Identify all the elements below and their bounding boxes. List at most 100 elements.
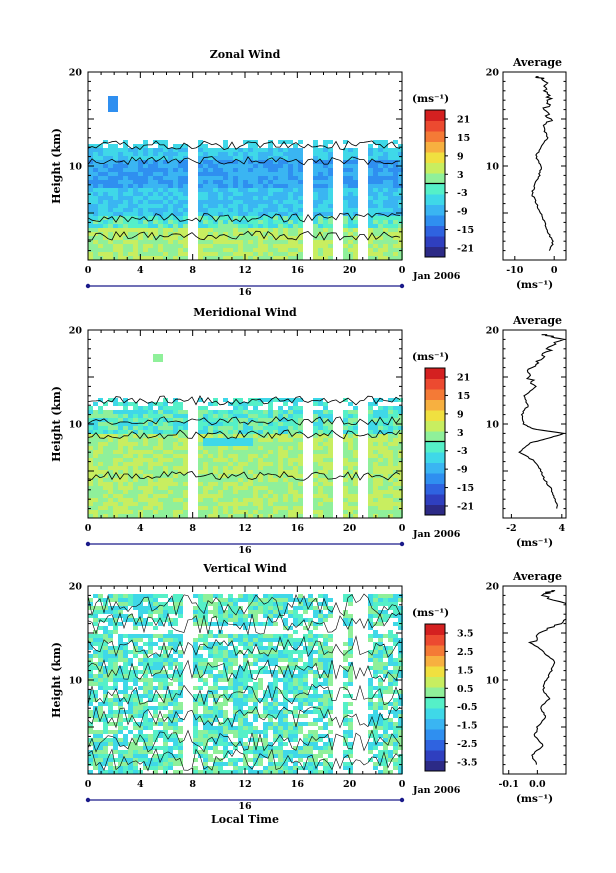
heatmap-cell bbox=[173, 402, 178, 406]
heatmap-cell bbox=[148, 694, 153, 698]
heatmap-cell bbox=[203, 486, 208, 490]
heatmap-cell bbox=[128, 240, 133, 244]
average-title: Average bbox=[512, 56, 562, 69]
heatmap-cell bbox=[323, 490, 328, 494]
heatmap-cell bbox=[93, 434, 98, 438]
heatmap-cell bbox=[263, 220, 268, 224]
heatmap-cell bbox=[183, 240, 188, 244]
colorbar-swatch bbox=[425, 389, 445, 400]
heatmap-cell bbox=[243, 446, 248, 450]
heatmap-cell bbox=[183, 168, 188, 172]
heatmap-cell bbox=[273, 160, 278, 164]
heatmap-cell bbox=[128, 454, 133, 458]
heatmap-cell bbox=[183, 256, 188, 260]
heatmap-cell bbox=[393, 232, 398, 236]
heatmap-cell bbox=[203, 726, 208, 730]
heatmap-cell bbox=[373, 216, 378, 220]
heatmap-cell bbox=[348, 454, 353, 458]
heatmap-cell bbox=[138, 180, 143, 184]
heatmap-cell bbox=[263, 482, 268, 486]
heatmap-cell bbox=[393, 594, 398, 598]
heatmap-cell bbox=[398, 196, 403, 200]
heatmap-cell bbox=[238, 414, 243, 418]
heatmap-cell bbox=[143, 650, 148, 654]
heatmap-cell bbox=[138, 236, 143, 240]
heatmap-cell bbox=[123, 474, 128, 478]
heatmap-cell bbox=[113, 618, 118, 622]
heatmap-cell bbox=[293, 228, 298, 232]
heatmap-cell bbox=[308, 662, 313, 666]
heatmap-cell bbox=[298, 690, 303, 694]
heatmap-cell bbox=[348, 486, 353, 490]
heatmap-cell bbox=[243, 694, 248, 698]
heatmap-cell bbox=[178, 450, 183, 454]
heatmap-cell bbox=[283, 722, 288, 726]
heatmap-cell bbox=[203, 710, 208, 714]
heatmap-cell bbox=[218, 702, 223, 706]
heatmap-cell bbox=[173, 662, 178, 666]
heatmap-cell bbox=[243, 722, 248, 726]
heatmap-cell bbox=[353, 410, 358, 414]
heatmap-cell bbox=[128, 418, 133, 422]
heatmap-cell bbox=[258, 474, 263, 478]
heatmap-cell bbox=[323, 662, 328, 666]
heatmap-cell bbox=[158, 204, 163, 208]
heatmap-cell bbox=[353, 498, 358, 502]
heatmap-cell bbox=[178, 220, 183, 224]
heatmap-cell bbox=[393, 410, 398, 414]
heatmap-cell bbox=[233, 188, 238, 192]
heatmap-cell bbox=[113, 232, 118, 236]
heatmap-cell bbox=[108, 678, 113, 682]
heatmap-cell bbox=[108, 646, 113, 650]
heatmap-cell bbox=[378, 256, 383, 260]
heatmap-cell bbox=[213, 164, 218, 168]
heatmap-cell bbox=[228, 160, 233, 164]
heatmap-cell bbox=[303, 634, 308, 638]
heatmap-cell bbox=[348, 450, 353, 454]
heatmap-cell bbox=[193, 666, 198, 670]
heatmap-cell bbox=[288, 610, 293, 614]
heatmap-cell bbox=[108, 502, 113, 506]
heatmap-cell bbox=[143, 642, 148, 646]
heatmap-cell bbox=[278, 610, 283, 614]
heatmap-cell bbox=[303, 678, 308, 682]
heatmap-cell bbox=[373, 502, 378, 506]
heatmap-cell bbox=[273, 606, 278, 610]
heatmap-cell bbox=[108, 606, 113, 610]
heatmap-cell bbox=[103, 478, 108, 482]
heatmap-cell bbox=[113, 594, 118, 598]
heatmap-cell bbox=[258, 208, 263, 212]
heatmap-cell bbox=[128, 438, 133, 442]
heatmap-cell bbox=[393, 706, 398, 710]
heatmap-cell bbox=[103, 228, 108, 232]
heatmap-cell bbox=[238, 422, 243, 426]
heatmap-cell bbox=[173, 156, 178, 160]
heatmap-cell bbox=[143, 610, 148, 614]
heatmap-cell bbox=[208, 236, 213, 240]
heatmap-cell bbox=[293, 224, 298, 228]
heatmap-cell bbox=[183, 220, 188, 224]
heatmap-cell bbox=[353, 160, 358, 164]
heatmap-cell bbox=[133, 650, 138, 654]
heatmap-cell bbox=[368, 482, 373, 486]
heatmap-cell bbox=[133, 502, 138, 506]
heatmap-cell bbox=[158, 674, 163, 678]
heatmap-cell bbox=[88, 156, 93, 160]
heatmap-cell bbox=[148, 410, 153, 414]
heatmap-cell bbox=[223, 164, 228, 168]
heatmap-cell bbox=[218, 514, 223, 518]
heatmap-cell bbox=[313, 598, 318, 602]
heatmap-cell bbox=[218, 478, 223, 482]
heatmap-cell bbox=[373, 418, 378, 422]
heatmap-cell bbox=[263, 502, 268, 506]
average-title: Average bbox=[512, 314, 562, 327]
heatmap-cell bbox=[93, 248, 98, 252]
heatmap-cell bbox=[233, 204, 238, 208]
heatmap-cell bbox=[238, 152, 243, 156]
heatmap-cell bbox=[293, 482, 298, 486]
heatmap-cell bbox=[158, 494, 163, 498]
heatmap-cell bbox=[148, 462, 153, 466]
heatmap-cell bbox=[178, 462, 183, 466]
heatmap-cell bbox=[153, 410, 158, 414]
heatmap-cell bbox=[243, 646, 248, 650]
